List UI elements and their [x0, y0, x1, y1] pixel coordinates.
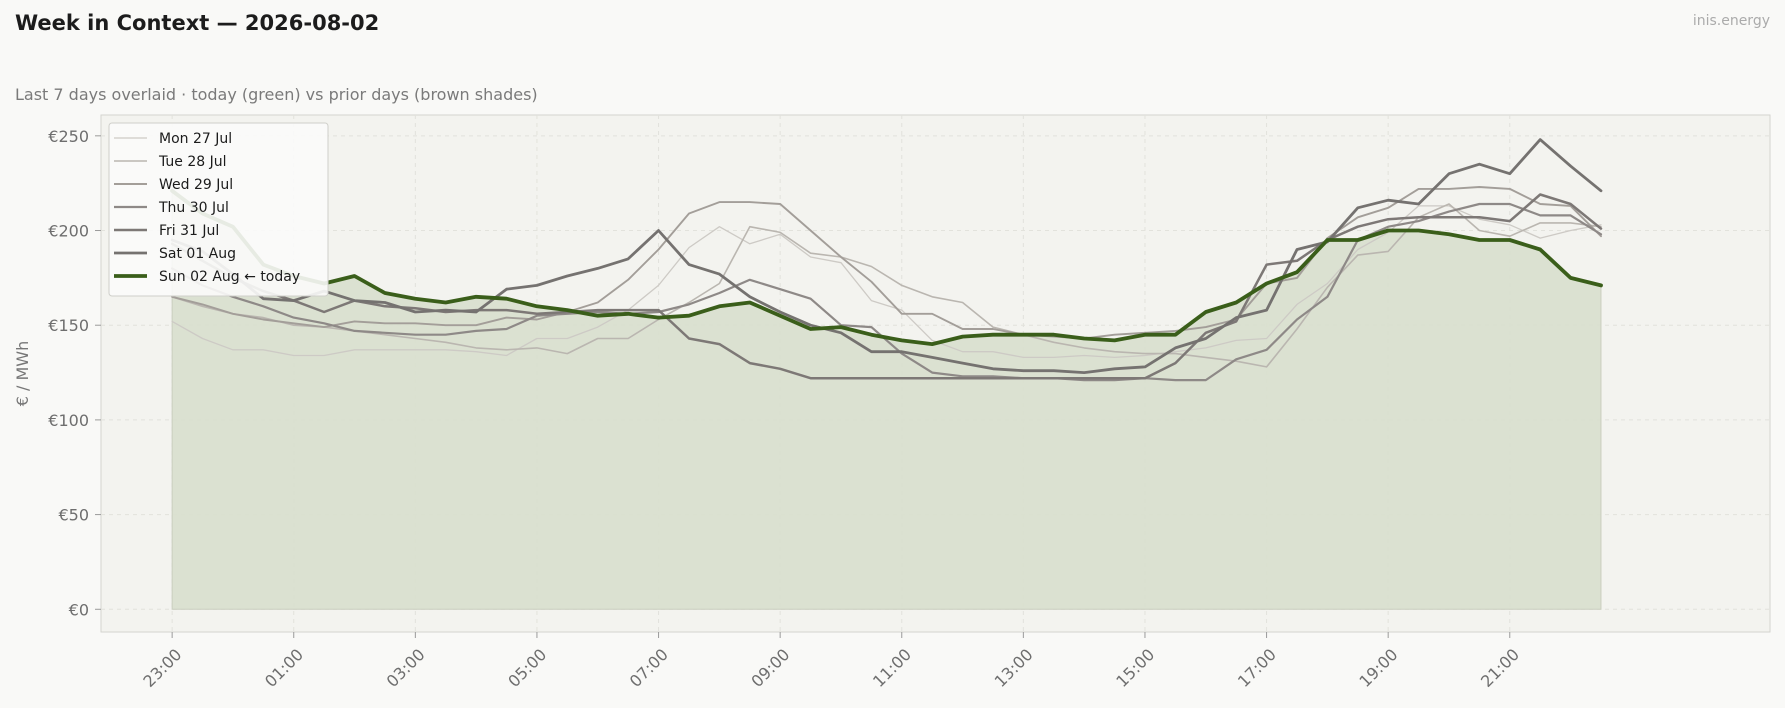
y-tick-label: €50: [58, 506, 89, 525]
page-subtitle: Last 7 days overlaid · today (green) vs …: [15, 85, 538, 104]
y-tick-label: €150: [48, 316, 89, 335]
x-tick-label: 11:00: [869, 645, 915, 691]
series-line-1: [171, 205, 1602, 359]
legend-box: [108, 122, 329, 297]
legend-label: Fri 31 Jul: [159, 223, 219, 239]
series-lines: [170, 138, 1603, 382]
x-tick-label: 09:00: [747, 645, 793, 691]
page-title: Week in Context — 2026-08-02: [15, 11, 380, 35]
legend-label: Sun 02 Aug ← today: [159, 269, 300, 285]
legend-label: Mon 27 Jul: [159, 131, 232, 147]
legend-label: Tue 28 Jul: [158, 154, 227, 170]
series-line-7: [170, 188, 1603, 347]
brand-label: inis.energy: [1692, 13, 1770, 29]
x-tick-label: 05:00: [504, 645, 550, 691]
x-tick-label: 03:00: [383, 645, 429, 691]
x-tick-label: 15:00: [1112, 645, 1158, 691]
series-line-5: [170, 193, 1603, 380]
series-line-6: [170, 138, 1603, 375]
legend-label: Wed 29 Jul: [159, 177, 233, 193]
legend: Mon 27 Jul Tue 28 Jul Wed 29 Jul Thu 30 Jul…: [108, 122, 329, 297]
x-tick-label: 21:00: [1477, 645, 1523, 691]
y-tick-label: €0: [69, 600, 89, 619]
x-tick-label: 13:00: [991, 645, 1037, 691]
x-tick-label: 19:00: [1355, 645, 1401, 691]
series-line-3: [171, 186, 1602, 340]
series-line-2: [171, 203, 1602, 368]
x-tick-label: 17:00: [1234, 645, 1280, 691]
y-tick-label: €250: [48, 127, 89, 146]
x-tick-label: 07:00: [626, 645, 672, 691]
x-tick-label: 01:00: [261, 645, 307, 691]
y-tick-label: €100: [48, 411, 89, 430]
legend-label: Thu 30 Jul: [158, 200, 229, 216]
x-tick-label: 23:00: [139, 645, 185, 691]
y-axis-label: € / MWh: [13, 341, 32, 407]
legend-label: Sat 01 Aug: [159, 246, 236, 262]
y-tick-label: €200: [48, 222, 89, 241]
